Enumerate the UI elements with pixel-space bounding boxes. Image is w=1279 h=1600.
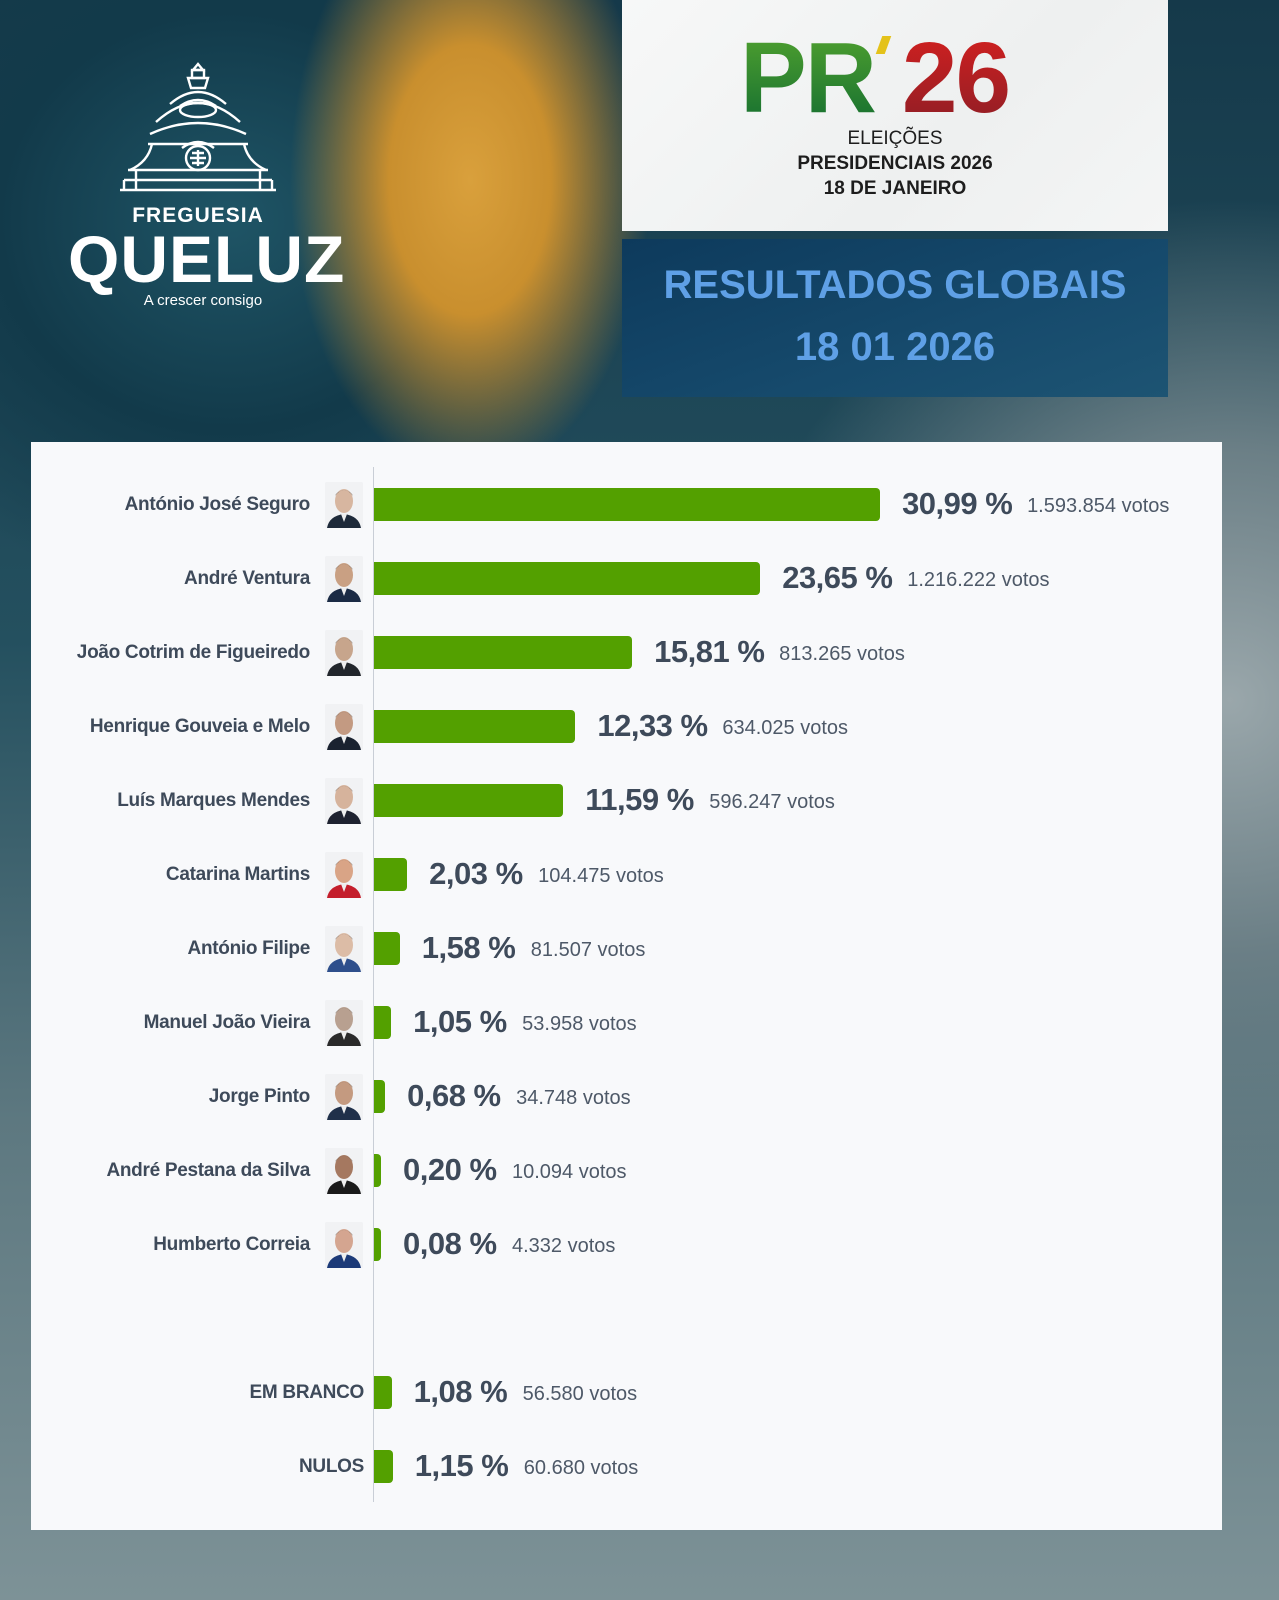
- org-name: QUELUZ: [68, 222, 346, 296]
- results-chart-panel: António José Seguro 30,99 % 1.593.854 voto…: [31, 442, 1222, 1530]
- candidate-row: André Ventura 23,65 % 1.216.222 votos: [31, 554, 1222, 604]
- candidate-row: Jorge Pinto 0,68 % 34.748 votos: [31, 1072, 1222, 1122]
- chart-row-nulos: NULOS 1,15 % 60.680 votos: [31, 1442, 1222, 1492]
- candidate-row: André Pestana da Silva 0,20 % 10.094 votos: [31, 1146, 1222, 1196]
- percentage-value: 15,81 %: [654, 634, 765, 669]
- chart-row-em-branco: EM BRANCO 1,08 % 56.580 votos: [31, 1368, 1222, 1418]
- candidate-row: João Cotrim de Figueiredo 15,81 % 813.265 …: [31, 628, 1222, 678]
- candidate-name: João Cotrim de Figueiredo: [76, 642, 311, 663]
- percentage-value: 2,03 %: [429, 856, 523, 891]
- vote-count: 104.475 votos: [538, 865, 664, 887]
- vote-count: 81.507 votos: [530, 939, 646, 961]
- candidate-name: Luís Marques Mendes: [117, 790, 310, 811]
- candidate-name: Humberto Correia: [153, 1234, 310, 1255]
- result-bar: [374, 710, 576, 743]
- candidate-row: Luís Marques Mendes 11,59 % 596.247 votos: [31, 776, 1222, 826]
- dome-icon: [120, 62, 276, 192]
- freguesia-queluz-logo: FREGUESIA QUELUZ A crescer consigo: [68, 62, 346, 309]
- result-bar: [374, 1154, 381, 1187]
- vote-count: 813.265 votos: [779, 643, 905, 665]
- candidate-row: António José Seguro 30,99 % 1.593.854 voto…: [31, 480, 1222, 530]
- percentage-value: 12,33 %: [597, 708, 708, 743]
- election-subtitle: ELEIÇÕES PRESIDENCIAIS 2026 18 DE JANEIR…: [622, 126, 1168, 201]
- vote-count: 1.216.222 votos: [907, 569, 1050, 591]
- vote-count: 4.332 votos: [512, 1235, 616, 1257]
- pr26-logo-prefix: PR: [740, 22, 877, 134]
- candidate-photo-icon: [325, 1000, 363, 1046]
- vote-count: 634.025 votos: [722, 717, 848, 739]
- vote-count: 10.094 votos: [512, 1161, 627, 1183]
- candidate-photo-icon: [325, 852, 363, 898]
- org-tagline: A crescer consigo: [143, 292, 263, 309]
- results-title: RESULTADOS GLOBAIS: [663, 263, 1127, 307]
- candidate-name: Henrique Gouveia e Melo: [89, 716, 310, 737]
- result-bar: [374, 488, 881, 521]
- percentage-value: 30,99 %: [902, 486, 1013, 521]
- percentage-value: 23,65 %: [782, 560, 893, 595]
- vote-count: 60.680 votos: [523, 1457, 639, 1479]
- candidate-photo-icon: [325, 1074, 363, 1120]
- results-header: RESULTADOS GLOBAIS 18 01 2026: [622, 239, 1168, 397]
- election-line-1: ELEIÇÕES: [847, 128, 943, 149]
- candidate-photo-icon: [325, 1148, 363, 1194]
- candidate-name: André Ventura: [184, 568, 310, 589]
- results-date: 18 01 2026: [794, 325, 996, 369]
- result-bar: [374, 1450, 393, 1483]
- result-bar: [374, 1080, 386, 1113]
- result-bar: [374, 1006, 392, 1039]
- candidate-name: António Filipe: [187, 938, 311, 959]
- candidate-name: Manuel João Vieira: [143, 1012, 311, 1033]
- apostrophe-mark-icon: [875, 36, 892, 54]
- candidate-photo-icon: [325, 556, 363, 602]
- vote-count: 596.247 votos: [709, 791, 835, 813]
- candidate-row: Catarina Martins 2,03 % 104.475 votos: [31, 850, 1222, 900]
- result-bar: [374, 784, 564, 817]
- candidate-photo-icon: [325, 778, 363, 824]
- result-bar: [374, 932, 400, 965]
- pr26-logo-year: 26: [901, 22, 1011, 134]
- candidate-name: André Pestana da Silva: [106, 1160, 310, 1181]
- election-line-2: PRESIDENCIAIS 2026: [797, 153, 993, 174]
- org-label: FREGUESIA: [132, 204, 264, 227]
- candidate-photo-icon: [325, 630, 363, 676]
- candidate-photo-icon: [325, 482, 363, 528]
- percentage-value: 0,08 %: [403, 1226, 497, 1261]
- candidate-photo-icon: [325, 704, 363, 750]
- candidate-row: Henrique Gouveia e Melo 12,33 % 634.025 vo…: [31, 702, 1222, 752]
- result-bar: [374, 636, 633, 669]
- vote-count: 34.748 votos: [516, 1087, 631, 1109]
- result-bar: [374, 562, 761, 595]
- candidate-photo-icon: [325, 1222, 363, 1268]
- election-brand-card: PR 26 ELEIÇÕES PRESIDENCIAIS 2026 18 DE J…: [622, 0, 1168, 231]
- percentage-value: 11,59 %: [585, 782, 694, 817]
- result-bar: [374, 1376, 392, 1409]
- percentage-value: 1,08 %: [413, 1374, 508, 1409]
- candidate-name: Jorge Pinto: [208, 1086, 311, 1107]
- category-label: EM BRANCO: [249, 1382, 365, 1403]
- percentage-value: 1,05 %: [413, 1004, 507, 1039]
- percentage-value: 1,58 %: [421, 930, 516, 965]
- vote-count: 1.593.854 votos: [1027, 495, 1170, 517]
- percentage-value: 0,20 %: [403, 1152, 497, 1187]
- result-bar: [374, 858, 408, 891]
- election-line-3: 18 DE JANEIRO: [823, 178, 967, 199]
- candidate-row: Humberto Correia 0,08 % 4.332 votos: [31, 1220, 1222, 1270]
- candidate-name: António José Seguro: [124, 494, 311, 515]
- vote-count: 53.958 votos: [522, 1013, 637, 1035]
- percentage-value: 1,15 %: [414, 1448, 509, 1483]
- result-bar: [374, 1228, 381, 1261]
- candidate-name: Catarina Martins: [165, 864, 310, 885]
- pr26-logo: PR 26: [740, 28, 1011, 128]
- candidate-row: Manuel João Vieira 1,05 % 53.958 votos: [31, 998, 1222, 1048]
- vote-count: 56.580 votos: [522, 1383, 638, 1405]
- candidate-row: António Filipe 1,58 % 81.507 votos: [31, 924, 1222, 974]
- chart-axis-line: [373, 467, 374, 1502]
- category-label: NULOS: [298, 1456, 364, 1477]
- candidate-photo-icon: [325, 926, 363, 972]
- percentage-value: 0,68 %: [407, 1078, 501, 1113]
